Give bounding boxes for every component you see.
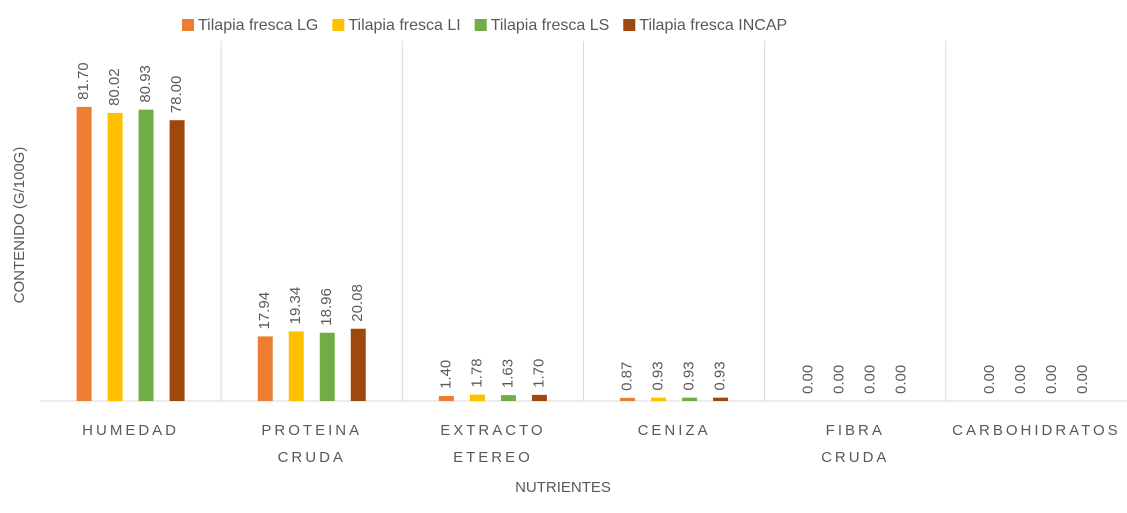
bar — [319, 332, 335, 401]
legend-swatch — [623, 19, 636, 31]
value-label: 0.00 — [862, 365, 879, 394]
legend-swatch — [332, 19, 345, 31]
value-label: 0.93 — [650, 361, 667, 390]
x-tick-label: FIBRA — [826, 422, 885, 439]
value-label: 1.70 — [530, 359, 547, 388]
bar — [438, 395, 454, 401]
bar — [76, 106, 92, 401]
value-label: 19.34 — [287, 287, 304, 325]
legend-label: Tilapia fresca LI — [348, 17, 460, 34]
value-label: 81.70 — [75, 62, 92, 100]
bar — [288, 331, 304, 401]
x-tick-label: EXTRACTO — [440, 422, 545, 439]
bar — [531, 394, 547, 401]
legend-label: Tilapia fresca LG — [198, 17, 318, 34]
legend-swatch — [474, 19, 487, 31]
bar — [651, 397, 667, 401]
bar — [138, 109, 154, 401]
bar — [350, 328, 366, 401]
legend-swatch — [182, 19, 194, 31]
value-label: 0.00 — [1043, 365, 1060, 394]
legend-label: Tilapia fresca INCAP — [639, 17, 787, 34]
value-label: 80.93 — [137, 65, 154, 103]
bar — [169, 120, 185, 401]
value-label: 0.00 — [981, 365, 998, 394]
value-label: 18.96 — [318, 288, 335, 326]
value-label: 1.40 — [437, 360, 454, 389]
bar — [682, 397, 698, 401]
value-label: 0.00 — [1012, 365, 1029, 394]
x-tick-label: ETEREO — [453, 449, 533, 466]
value-label: 0.93 — [681, 361, 698, 390]
value-label: 1.78 — [468, 358, 485, 387]
bar — [620, 397, 636, 401]
x-tick-label: CENIZA — [638, 422, 711, 439]
value-label: 20.08 — [349, 284, 366, 322]
value-label: 0.87 — [619, 362, 636, 391]
x-tick-label: PROTEINA — [261, 422, 362, 439]
x-tick-label: CARBOHIDRATOS — [952, 422, 1120, 439]
x-tick-label: HUMEDAD — [82, 422, 179, 439]
legend-label: Tilapia fresca LS — [491, 17, 610, 34]
value-label: 0.93 — [712, 361, 729, 390]
x-tick-label: CRUDA — [821, 449, 889, 466]
value-label: 0.00 — [800, 365, 817, 394]
value-label: 0.00 — [831, 365, 848, 394]
y-axis-title: CONTENIDO (G/100G) — [11, 147, 28, 304]
bar — [469, 394, 485, 401]
bar — [107, 112, 123, 401]
value-label: 80.02 — [106, 68, 123, 106]
bar — [257, 336, 273, 401]
value-label: 17.94 — [256, 292, 273, 330]
x-tick-label: CRUDA — [278, 449, 346, 466]
x-axis-title: NUTRIENTES — [515, 479, 611, 496]
value-label: 1.63 — [499, 359, 516, 388]
value-label: 0.00 — [893, 365, 910, 394]
value-label: 0.00 — [1074, 365, 1091, 394]
bar — [500, 395, 516, 401]
bar — [713, 397, 729, 401]
value-label: 78.00 — [168, 76, 185, 114]
